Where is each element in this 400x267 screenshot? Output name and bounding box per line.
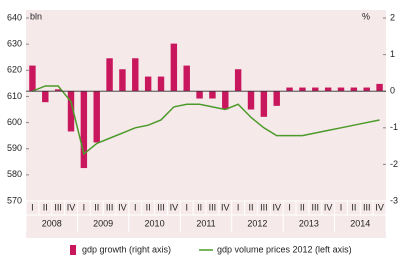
x-group-label: 2012 xyxy=(247,218,267,228)
bar xyxy=(80,91,88,169)
y-tick-label: 580 xyxy=(7,169,22,179)
y2-tick-label: 0 xyxy=(390,86,395,96)
bar xyxy=(299,87,306,92)
bar xyxy=(106,58,113,92)
x-group-label: 2008 xyxy=(42,218,62,228)
x-tick-label: III xyxy=(312,202,320,212)
x-tick-label: II xyxy=(300,202,305,212)
x-tick-label: IV xyxy=(272,202,281,212)
x-group-label: 2014 xyxy=(350,218,370,228)
x-tick-label: II xyxy=(43,202,48,212)
x-tick-label: II xyxy=(351,202,356,212)
x-tick-label: III xyxy=(54,202,62,212)
y2-axis-label: % xyxy=(362,11,370,21)
x-tick-label: IV xyxy=(324,202,333,212)
y-tick-label: 600 xyxy=(7,117,22,127)
x-tick-label: III xyxy=(363,202,371,212)
x-tick-label: IV xyxy=(67,202,76,212)
x-tick-label: II xyxy=(94,202,99,212)
bar xyxy=(350,87,358,92)
bar xyxy=(42,91,49,103)
x-tick-label: IV xyxy=(118,202,127,212)
y-tick-label: 570 xyxy=(7,195,22,205)
bar xyxy=(132,58,139,92)
bar xyxy=(54,89,62,92)
bar xyxy=(363,87,370,92)
x-tick-label: III xyxy=(260,202,268,212)
y-tick-label: 610 xyxy=(7,91,22,101)
y-tick-label: 630 xyxy=(7,39,22,49)
bar xyxy=(157,76,165,92)
bar xyxy=(312,87,319,92)
bar xyxy=(29,65,36,92)
y-tick-label: 590 xyxy=(7,143,22,153)
y2-tick-label: 2 xyxy=(390,12,395,22)
legend-label: gdp volume prices 2012 (left axis) xyxy=(217,244,352,254)
x-tick-label: I xyxy=(31,202,34,212)
bar xyxy=(247,91,255,110)
bar xyxy=(324,87,332,92)
bar xyxy=(183,65,190,92)
x-group-label: 2010 xyxy=(145,218,165,228)
x-tick-label: I xyxy=(237,202,240,212)
legend-swatch xyxy=(70,245,76,255)
legend-label: gdp growth (right axis) xyxy=(82,244,171,254)
x-tick-label: IV xyxy=(170,202,179,212)
x-group-label: 2013 xyxy=(299,218,319,228)
x-group-label: 2011 xyxy=(196,218,215,228)
bar xyxy=(337,87,345,92)
x-tick-label: II xyxy=(146,202,151,212)
y2-tick-label: 1 xyxy=(390,49,395,59)
bar xyxy=(196,91,203,99)
y2-tick-label: -2 xyxy=(390,159,398,169)
x-tick-label: I xyxy=(288,202,291,212)
x-tick-label: III xyxy=(157,202,165,212)
x-tick-label: II xyxy=(197,202,202,212)
line xyxy=(32,85,380,156)
bar xyxy=(119,69,126,92)
y2-tick-label: -1 xyxy=(390,122,398,132)
bar xyxy=(222,91,229,110)
y-tick-label: 620 xyxy=(7,65,22,75)
bar xyxy=(234,69,242,92)
x-tick-label: IV xyxy=(221,202,230,212)
bar xyxy=(67,91,75,132)
bar xyxy=(273,91,280,106)
x-tick-label: IV xyxy=(375,202,384,212)
x-tick-label: I xyxy=(83,202,86,212)
bar xyxy=(144,76,152,92)
x-group-label: 2009 xyxy=(93,218,113,228)
x-tick-label: I xyxy=(340,202,343,212)
y-tick-label: 640 xyxy=(7,12,22,22)
bar xyxy=(286,87,293,92)
bar xyxy=(93,91,100,143)
bar xyxy=(209,91,216,99)
x-tick-label: II xyxy=(248,202,253,212)
x-tick-label: I xyxy=(185,202,188,212)
x-tick-label: III xyxy=(209,202,217,212)
y-axis-label: bln xyxy=(30,11,42,21)
bar xyxy=(376,83,383,92)
x-tick-label: I xyxy=(134,202,137,212)
bar xyxy=(170,43,178,92)
bar xyxy=(260,91,268,117)
y2-tick-label: -3 xyxy=(390,195,398,205)
x-tick-label: III xyxy=(106,202,114,212)
